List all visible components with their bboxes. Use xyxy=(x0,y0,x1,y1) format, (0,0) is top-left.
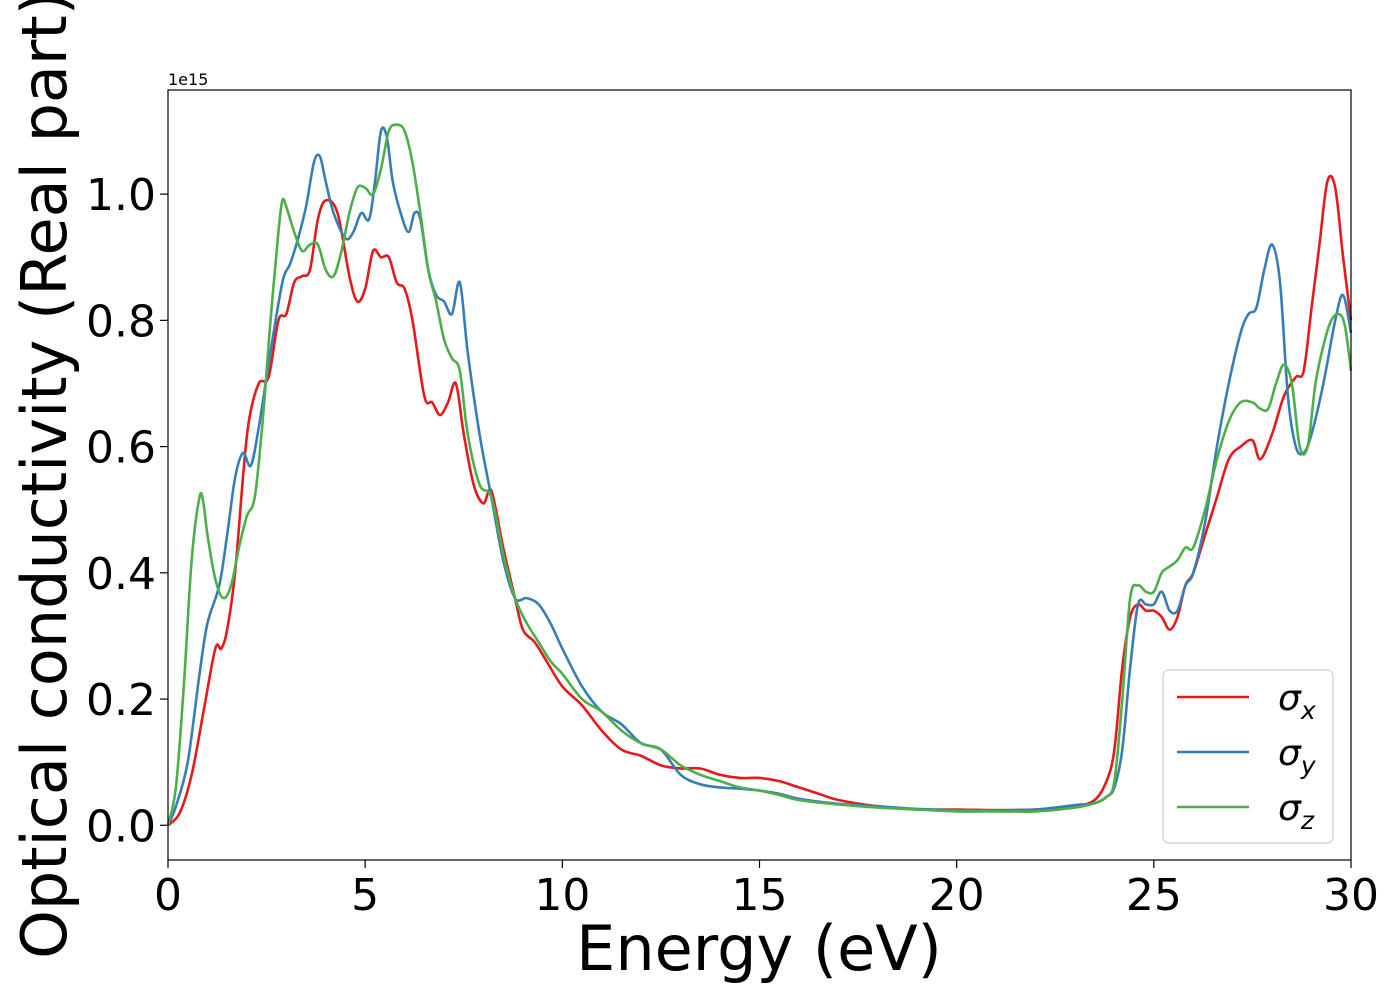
x-tick-label: 25 xyxy=(1126,870,1182,921)
x-axis-ticks: 0 5 10 15 20 25 30 xyxy=(154,860,1379,921)
y-axis-ticks: 0.0 0.2 0.4 0.6 0.8 1.0 xyxy=(86,170,168,852)
legend: σx σy σz xyxy=(1162,669,1334,844)
x-tick-label: 0 xyxy=(154,870,182,921)
y-tick-label: 1.0 xyxy=(86,170,156,221)
y-axis-label: Optical conductivity (Real part) xyxy=(8,0,81,959)
legend-label-x: σx xyxy=(1278,678,1316,725)
y-tick-label: 0.4 xyxy=(86,549,156,600)
series-lines xyxy=(166,123,1353,827)
y-tick-label: 0.8 xyxy=(86,296,156,347)
x-axis-label: Energy (eV) xyxy=(576,912,942,985)
x-tick-label: 5 xyxy=(351,870,379,921)
legend-label-z: σz xyxy=(1278,788,1315,835)
y-axis-offset-text: 1e15 xyxy=(168,70,208,89)
y-tick-label: 0.6 xyxy=(86,423,156,474)
legend-box xyxy=(1162,669,1334,844)
x-tick-label: 20 xyxy=(929,870,985,921)
y-tick-label: 0.0 xyxy=(86,801,156,852)
legend-label-y: σy xyxy=(1278,733,1317,780)
x-tick-label: 10 xyxy=(534,870,590,921)
x-tick-label: 15 xyxy=(732,870,788,921)
x-tick-label: 30 xyxy=(1323,870,1379,921)
series-line-z xyxy=(166,123,1353,826)
y-tick-label: 0.2 xyxy=(86,675,156,726)
